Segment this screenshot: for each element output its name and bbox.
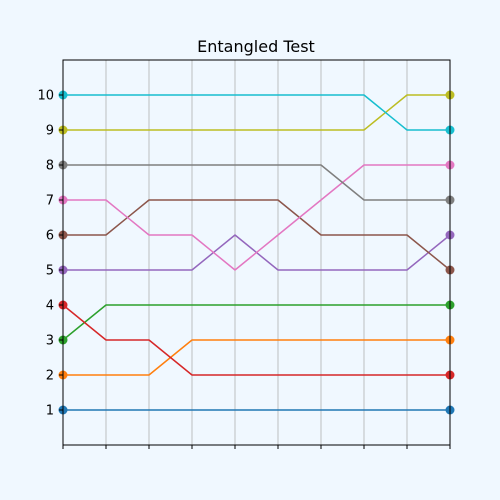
- series-line-7: [63, 164, 450, 271]
- y-tick-label: 1: [46, 404, 54, 419]
- series-line-8: [63, 164, 450, 201]
- y-tick-label: 8: [46, 159, 54, 174]
- y-tick-label: 3: [46, 334, 54, 349]
- series-line-3: [62, 304, 450, 341]
- y-tick-label: 10: [37, 89, 54, 104]
- series-lines: [62, 94, 451, 411]
- y-tick-label: 4: [46, 299, 54, 314]
- y-tick-label: 9: [46, 124, 54, 139]
- chart-title: Entangled Test: [197, 37, 315, 56]
- plot-frame: [62, 59, 451, 446]
- series-line-2: [63, 339, 450, 376]
- series-line-4: [62, 304, 450, 376]
- y-tick-label: 7: [46, 194, 54, 209]
- axes: 1 2 3 4 5 6 7 8 9 10: [37, 89, 451, 449]
- y-tick-label: 5: [46, 264, 54, 279]
- series-line-10: [63, 94, 450, 131]
- y-tick-label: 2: [46, 369, 54, 384]
- y-tick-label: 6: [46, 229, 54, 244]
- series-line-9: [63, 94, 450, 131]
- series-line-6: [63, 199, 451, 271]
